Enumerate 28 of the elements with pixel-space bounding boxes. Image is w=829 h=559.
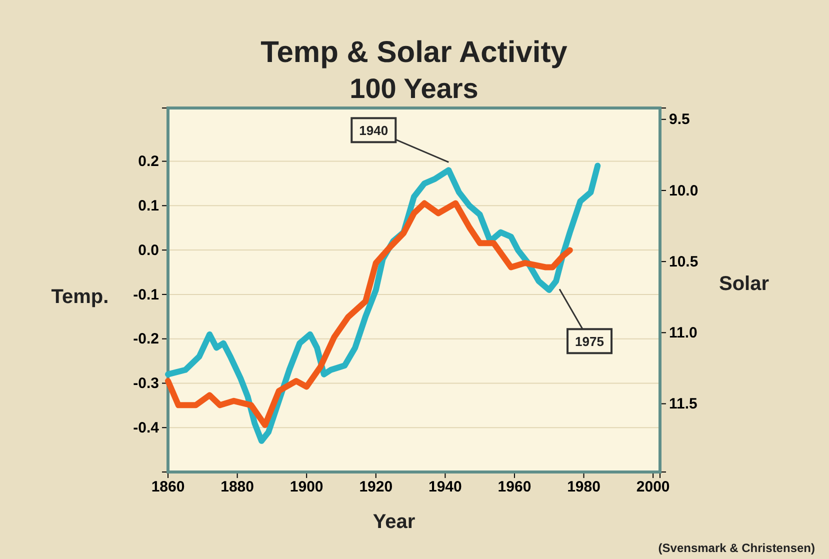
chart-subtitle: 100 Years: [350, 73, 478, 104]
annotation: 1940: [359, 123, 388, 138]
y-tick-label: 0.2: [138, 153, 159, 170]
x-tick-label: 1980: [567, 478, 600, 496]
y2-tick-label: 10.5: [669, 253, 698, 270]
x-tick-label: 1940: [428, 478, 462, 496]
y2-tick-label: 10.0: [669, 182, 698, 200]
y-tick-label: 0.1: [138, 197, 159, 214]
chart-title: Temp & Solar Activity: [260, 36, 568, 69]
y2-tick-label: 9.5: [669, 111, 690, 128]
y-tick-label: -0.2: [133, 330, 159, 348]
y2-axis-title: Solar: [718, 273, 770, 295]
y-tick-label: -0.4: [133, 419, 160, 436]
y-tick-label: -0.3: [133, 375, 159, 392]
x-tick-label: 2000: [636, 478, 670, 496]
y-tick-label: 0.0: [138, 242, 159, 259]
annotation: 1975: [575, 334, 604, 350]
y-axis-title: Temp.: [51, 286, 109, 308]
text: (Svensmark & Christensen): [658, 541, 815, 555]
x-axis-title: Year: [372, 511, 416, 533]
x-tick-label: 1900: [290, 478, 324, 496]
y2-tick-label: 11.0: [669, 324, 698, 342]
x-tick-label: 1920: [359, 478, 393, 496]
x-tick-label: 1880: [220, 478, 254, 496]
y2-tick-label: 11.5: [669, 396, 698, 413]
x-tick-label: 1860: [151, 478, 185, 496]
x-tick-label: 1960: [498, 478, 532, 496]
y-tick-label: -0.1: [133, 286, 159, 304]
